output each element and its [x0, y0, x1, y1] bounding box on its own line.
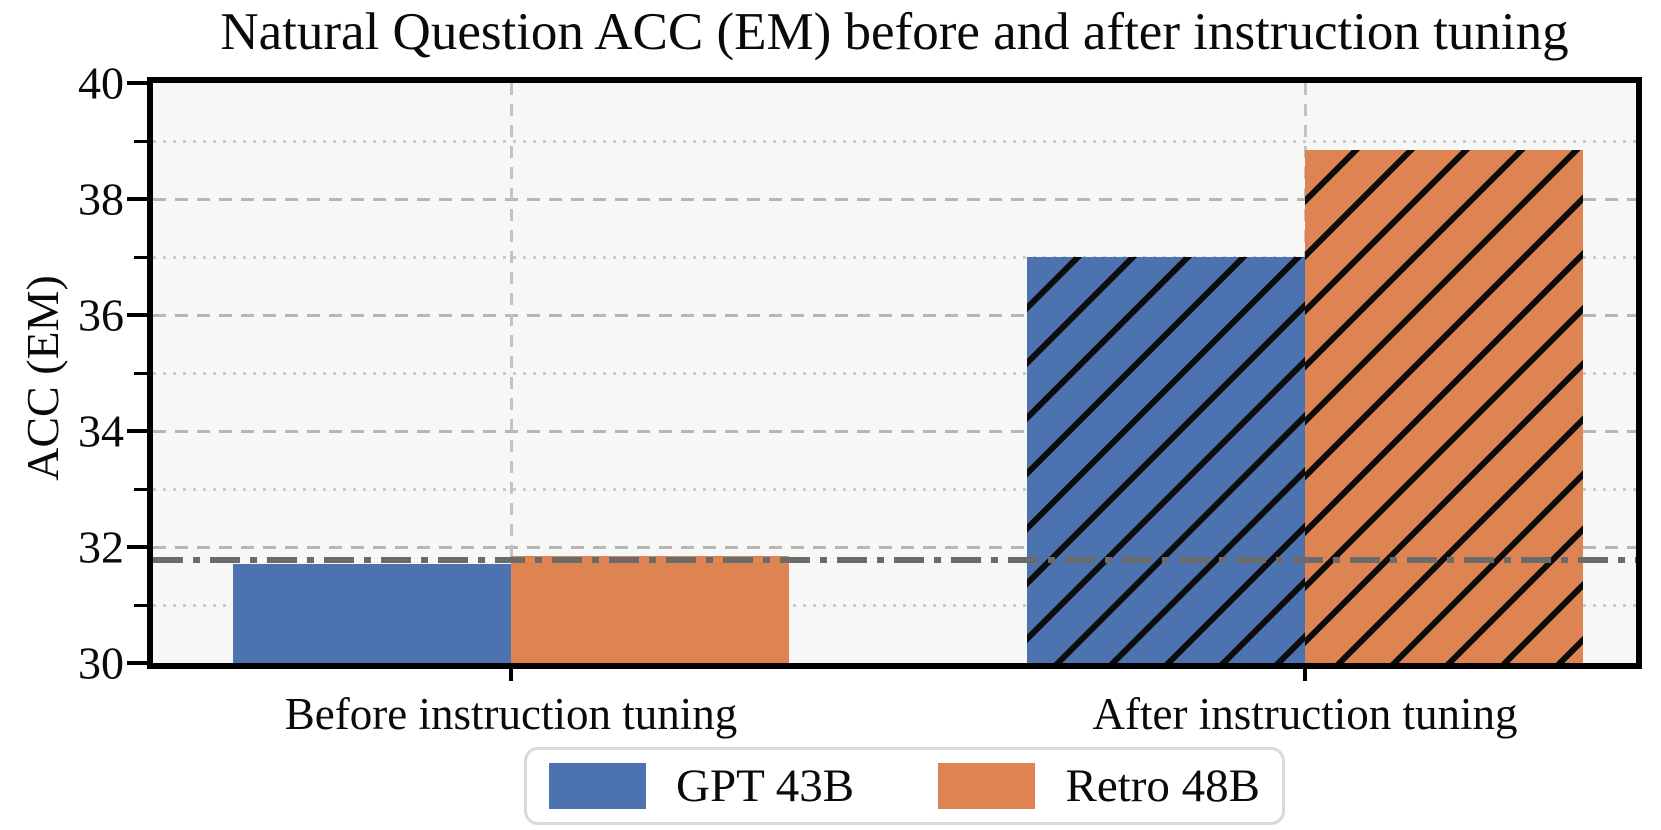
- x-tick-major-after-instruction-tuning: [1303, 665, 1307, 681]
- gridline-minor-37: [153, 255, 1636, 259]
- gridline-minor-39: [153, 139, 1636, 143]
- gridline-major-34: [153, 429, 1636, 433]
- gridline-major-38: [153, 197, 1636, 201]
- y-tick-major-40: [127, 81, 147, 85]
- y-tick-major-38: [127, 197, 147, 201]
- plot-area: [147, 77, 1642, 669]
- y-tick-major-32: [127, 545, 147, 549]
- bar-retro-48b-after-instruction-tuning: [1305, 149, 1583, 663]
- y-tick-minor-31: [134, 603, 147, 607]
- gridline-major-32: [153, 545, 1636, 549]
- bar-gpt-43b-after-instruction-tuning: [1027, 257, 1305, 663]
- y-tick-major-34: [127, 429, 147, 433]
- y-tick-minor-39: [134, 139, 147, 143]
- y-tick-label-40: 40: [78, 57, 124, 109]
- y-tick-label-34: 34: [78, 405, 124, 457]
- y-tick-label-36: 36: [78, 289, 124, 341]
- gridline-vertical-before-instruction-tuning: [509, 83, 513, 663]
- y-tick-label-38: 38: [78, 173, 124, 225]
- y-tick-label-30: 30: [78, 637, 124, 689]
- gridline-minor-35: [153, 371, 1636, 375]
- legend-swatch-gpt-43b: [549, 763, 646, 809]
- y-tick-major-36: [127, 313, 147, 317]
- gridline-minor-33: [153, 487, 1636, 491]
- x-tick-label-after-instruction-tuning: After instruction tuning: [1092, 689, 1518, 739]
- y-tick-label-32: 32: [78, 521, 124, 573]
- x-tick-label-before-instruction-tuning: Before instruction tuning: [284, 689, 738, 739]
- y-tick-minor-33: [134, 487, 147, 491]
- y-tick-minor-37: [134, 255, 147, 259]
- chart-title: Natural Question ACC (EM) before and aft…: [220, 3, 1569, 61]
- legend-swatch-retro-48b: [938, 763, 1036, 809]
- legend-label-retro-48b: Retro 48B: [1065, 760, 1260, 812]
- baseline-line: [153, 556, 1636, 563]
- legend-entry-gpt-43b: GPT 43B: [549, 759, 854, 813]
- y-tick-major-30: [127, 661, 147, 665]
- x-tick-major-before-instruction-tuning: [509, 665, 513, 681]
- legend-entry-retro-48b: Retro 48B: [938, 759, 1260, 813]
- bar-gpt-43b-before-instruction-tuning: [233, 564, 511, 663]
- gridline-major-36: [153, 313, 1636, 317]
- legend: GPT 43B Retro 48B: [524, 747, 1285, 825]
- y-tick-minor-35: [134, 371, 147, 375]
- gridline-minor-31: [153, 603, 1636, 607]
- legend-label-gpt-43b: GPT 43B: [676, 760, 855, 812]
- bar-retro-48b-before-instruction-tuning: [511, 555, 789, 663]
